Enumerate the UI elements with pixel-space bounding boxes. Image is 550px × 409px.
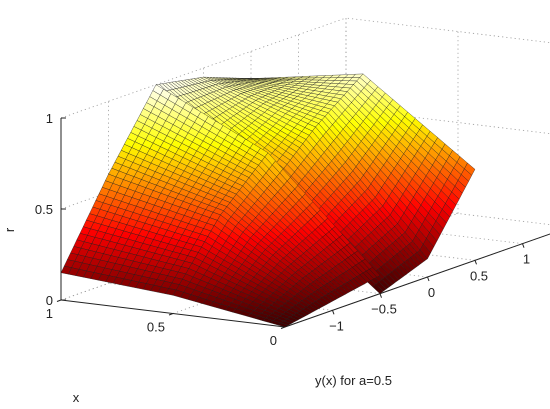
x-tick-label: 0.5 bbox=[147, 320, 165, 335]
x-tick-label: 0 bbox=[270, 333, 277, 348]
x-axis-label: x bbox=[73, 390, 80, 405]
z-tick-label: 0.5 bbox=[35, 202, 53, 217]
tick-mark bbox=[427, 276, 430, 282]
tick-mark bbox=[332, 310, 335, 315]
tick-mark bbox=[522, 243, 525, 248]
tick-mark bbox=[474, 260, 477, 265]
tick-mark bbox=[56, 299, 62, 302]
axes bbox=[56, 117, 550, 329]
z-axis-label: r bbox=[2, 227, 17, 232]
tick-mark bbox=[168, 313, 174, 316]
y-tick-label: −1 bbox=[329, 318, 344, 333]
y-tick-label: 0 bbox=[428, 285, 435, 300]
tick-mark bbox=[379, 293, 382, 298]
tick-mark bbox=[280, 326, 286, 329]
z-tick-label: 0 bbox=[46, 293, 53, 308]
grid-line bbox=[345, 17, 550, 43]
surface-cell bbox=[372, 284, 384, 294]
y-tick-label: 1 bbox=[523, 252, 530, 267]
surfaces bbox=[60, 73, 476, 328]
y-axis-label: y(x) for a=0.5 bbox=[315, 373, 392, 388]
z-tick-label: 1 bbox=[46, 111, 53, 126]
y-tick-label: −0.5 bbox=[371, 302, 397, 317]
surface-cell bbox=[277, 322, 289, 328]
x-tick-label: 1 bbox=[46, 306, 53, 321]
y-tick-label: 0.5 bbox=[470, 268, 488, 283]
